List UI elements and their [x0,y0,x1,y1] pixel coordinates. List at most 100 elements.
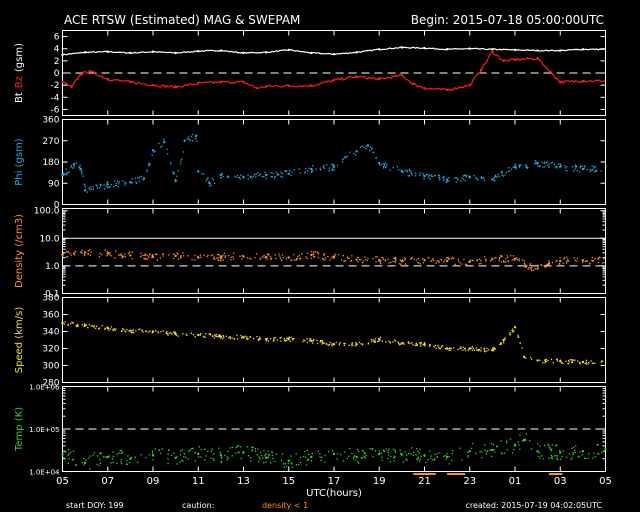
speed-point [114,329,116,332]
temp-point [358,450,360,452]
phi-point [319,167,321,169]
phi-point [501,172,503,174]
phi-point [84,186,86,188]
speed-point [273,339,275,341]
temp-point [584,457,586,459]
density-point [212,257,215,260]
temp-point [479,451,481,453]
phi-point [422,172,424,175]
temp-point [364,452,366,455]
density-point [224,255,226,257]
temp-point [148,453,151,456]
phi-point [255,173,257,175]
x-tick-label: 15 [282,476,295,487]
phi-point [454,177,456,179]
speed-point [147,331,150,333]
temp-point [548,447,551,449]
density-point [180,256,182,258]
phi-point [167,153,169,155]
temp-point [525,433,528,435]
phi-point [564,167,567,169]
speed-point [435,347,437,349]
temp-point [145,456,147,459]
phi-point [242,175,244,177]
phi-point [600,170,602,172]
mag-ytick-label: 2 [54,57,60,67]
temp-point [173,452,175,454]
phi-point [594,170,597,172]
density-point [388,262,390,264]
phi-point [480,177,482,179]
temp-point [448,463,450,465]
density-point [446,257,448,259]
speed-point [241,337,243,339]
phi-point [88,187,90,189]
density-point [404,259,406,261]
temp-point [357,461,359,463]
density-point [109,254,111,256]
speed-point [493,346,495,349]
density-point [230,259,232,261]
phi-point [448,177,450,179]
phi-point [135,181,137,183]
phi-point [406,171,408,173]
phi-point [443,178,445,180]
density-point [120,254,122,257]
phi-point [574,166,576,168]
speed-point [556,358,558,360]
temp-point [295,453,297,455]
speed-point [399,343,401,345]
phi-point [170,163,172,165]
phi-point [527,166,529,168]
temp-point [282,463,285,465]
chart-marks: 6420-2-4-6360270180900100.010.01.00.1380… [29,30,612,487]
density-point [468,261,470,263]
speed-point [288,336,290,338]
x-tick-label: 09 [147,476,160,487]
temp-point [559,449,561,452]
speed-point [219,334,221,337]
phi-point [323,164,325,167]
temp-point [99,459,101,461]
phi-point [366,144,370,147]
phi-point [536,161,539,165]
density-point [168,254,170,256]
mag-ytick-label: -2 [51,81,60,91]
temp-point [389,461,391,463]
speed-point [265,340,267,342]
density-point [555,260,557,262]
temp-point [551,455,553,458]
speed-point [409,342,411,344]
density-point [114,257,116,259]
density-point [410,258,412,260]
phi-point [594,171,596,173]
x-axis-label: UTC(hours) [306,488,362,499]
temp-point [387,457,389,460]
phi-point [281,172,284,175]
phi-point [238,176,241,179]
phi-point [212,179,215,181]
phi-point [414,175,417,177]
density-point [340,259,343,261]
phi-point [172,173,175,175]
speed-point [536,359,539,362]
speed-point [155,330,157,332]
x-tick-label: 07 [101,476,114,487]
density-point [529,264,531,266]
speed-point [449,349,451,351]
speed-point [259,336,261,338]
speed-point [423,343,426,346]
temp-point [517,441,519,443]
temp-point [83,464,85,466]
temp-point [605,448,607,450]
temp-point [383,450,385,452]
speed-ytick-label: 280 [42,379,59,389]
speed-point [323,342,325,344]
temp-point [154,448,156,450]
phi-point [280,175,282,178]
density-point [146,258,149,260]
phi-point [237,177,239,179]
phi-point [589,168,591,171]
density-point [533,269,535,271]
